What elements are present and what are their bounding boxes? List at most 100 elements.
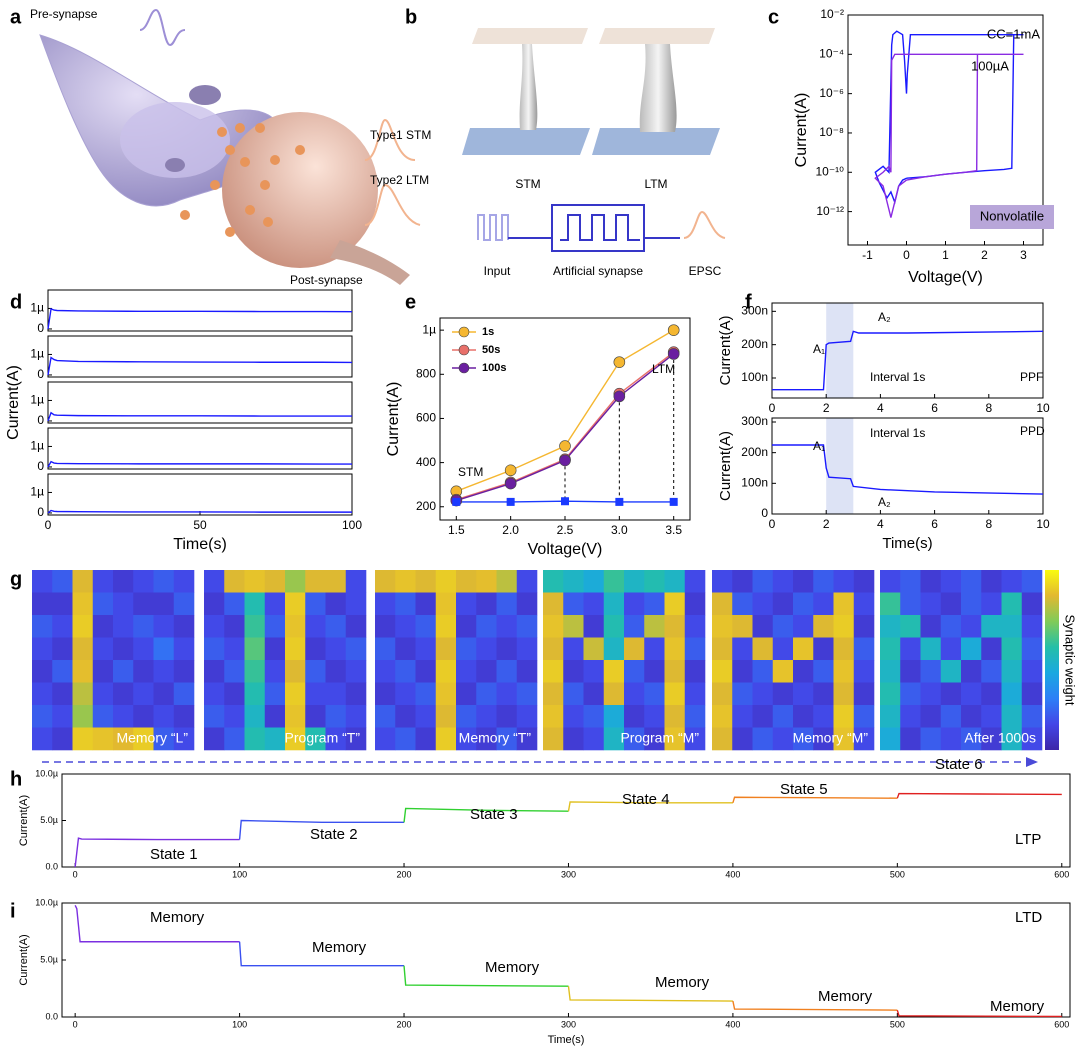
annotation: Interval 1s — [870, 370, 925, 384]
heatmap-cell — [52, 637, 73, 661]
heatmap-cell — [285, 592, 306, 616]
heatmap-cell — [496, 727, 518, 751]
heatmap-cell — [415, 705, 437, 728]
label: STM — [515, 177, 540, 191]
data-line — [238, 819, 405, 840]
heatmap-cell — [732, 660, 753, 683]
filament-ltm — [639, 44, 677, 132]
x-tick-label: 8 — [985, 401, 992, 415]
annotation: State 3 — [470, 806, 518, 823]
heatmap-cell — [833, 592, 855, 616]
heatmap-cell — [204, 660, 225, 683]
heatmap-cell — [833, 705, 855, 728]
legend-label: 1s — [482, 326, 494, 338]
heatmap-cell — [264, 637, 286, 661]
heatmap-cell — [264, 570, 286, 593]
square-marker — [561, 497, 569, 506]
heatmap-cell — [244, 637, 266, 661]
heatmap-cell — [772, 570, 794, 593]
heatmap-cell — [305, 637, 326, 661]
x-tick-label: 300 — [561, 1019, 576, 1029]
y-tick-label: 10⁻² — [820, 7, 844, 21]
heatmap-label: Program “M” — [620, 730, 699, 746]
panel-label: f — [745, 291, 752, 313]
heatmap-cell — [435, 705, 457, 728]
heatmap-cell — [880, 615, 901, 638]
label: Pre-synapse — [30, 7, 98, 21]
heatmap-cell — [92, 727, 114, 751]
legend-label: 100s — [482, 362, 506, 374]
mitochondrion — [189, 85, 221, 105]
heatmap-cell — [72, 660, 94, 683]
label: Post-synapse — [290, 273, 363, 287]
y-tick-label: 1µ — [30, 485, 44, 499]
label: LTM — [644, 177, 667, 191]
data-line — [47, 307, 353, 330]
heatmap-cell — [92, 705, 114, 728]
heatmap-cell — [516, 592, 538, 616]
y-tick-label: 1µ — [30, 393, 44, 407]
heatmap-cell — [32, 660, 53, 683]
heatmap-cell — [813, 615, 834, 638]
heatmap-cell — [900, 592, 921, 616]
top-electrode — [599, 28, 715, 44]
interval-span — [826, 303, 854, 398]
heatmap-label: Memory “T” — [459, 730, 532, 746]
heatmap-cell — [772, 615, 794, 638]
annotation: A₁ — [813, 342, 825, 356]
heatmap-cell — [603, 682, 625, 706]
heatmap-cell — [264, 705, 286, 728]
heatmap-cell — [624, 570, 645, 593]
heatmap-cell — [880, 637, 901, 661]
heatmap-cell — [435, 615, 457, 638]
x-tick-label: 2 — [823, 401, 830, 415]
heatmap-cell — [173, 660, 195, 683]
data-line — [772, 444, 1044, 495]
circle-marker — [613, 356, 626, 368]
heatmap-cell — [92, 660, 114, 683]
x-tick-label: 2 — [823, 517, 830, 531]
heatmap-cell — [325, 660, 347, 683]
heatmap-cell — [516, 682, 538, 706]
heatmap-cell — [583, 592, 605, 616]
heatmap-cell — [563, 660, 584, 683]
label: Type2 LTM — [370, 173, 429, 187]
heatmap-cell — [813, 705, 834, 728]
circle-marker — [504, 477, 517, 490]
y-tick-label: 200n — [741, 337, 768, 351]
heatmap-cell — [92, 592, 114, 616]
heatmap-cell — [244, 727, 266, 751]
y-tick-label: 400 — [416, 455, 436, 469]
x-tick-label: 6 — [931, 517, 938, 531]
heatmap-cell — [375, 592, 396, 616]
plot-frame — [771, 302, 1044, 399]
heatmap-cell — [1021, 727, 1043, 751]
heatmap-cell — [543, 682, 564, 706]
y-tick-label: 1µ — [30, 347, 44, 361]
x-axis-label: Voltage(V) — [908, 269, 983, 286]
y-axis-label: Current(A) — [717, 315, 734, 385]
square-marker — [506, 497, 515, 506]
plot-frame — [47, 289, 353, 332]
stm-response — [364, 118, 416, 161]
heatmap-cell — [72, 705, 94, 728]
heatmap-cell — [264, 660, 286, 683]
heatmap-cell — [920, 705, 942, 728]
heatmap-cell — [624, 637, 645, 661]
heatmap-cell — [52, 682, 73, 706]
heatmap-cell — [684, 637, 706, 661]
heatmap-cell — [72, 727, 94, 751]
heatmap-cell — [752, 705, 774, 728]
heatmap-cell — [940, 682, 962, 706]
heatmap-cell — [52, 727, 73, 751]
heatmap-cell — [961, 637, 982, 661]
heatmap-cell — [732, 705, 753, 728]
heatmap-cell — [375, 615, 396, 638]
heatmap-cell — [264, 727, 286, 751]
heatmap-cell — [1001, 705, 1023, 728]
heatmap-cell — [664, 637, 686, 661]
heatmap-cell — [375, 682, 396, 706]
heatmap-cell — [563, 705, 584, 728]
dendrite — [330, 240, 410, 285]
heatmap-cell — [476, 682, 497, 706]
